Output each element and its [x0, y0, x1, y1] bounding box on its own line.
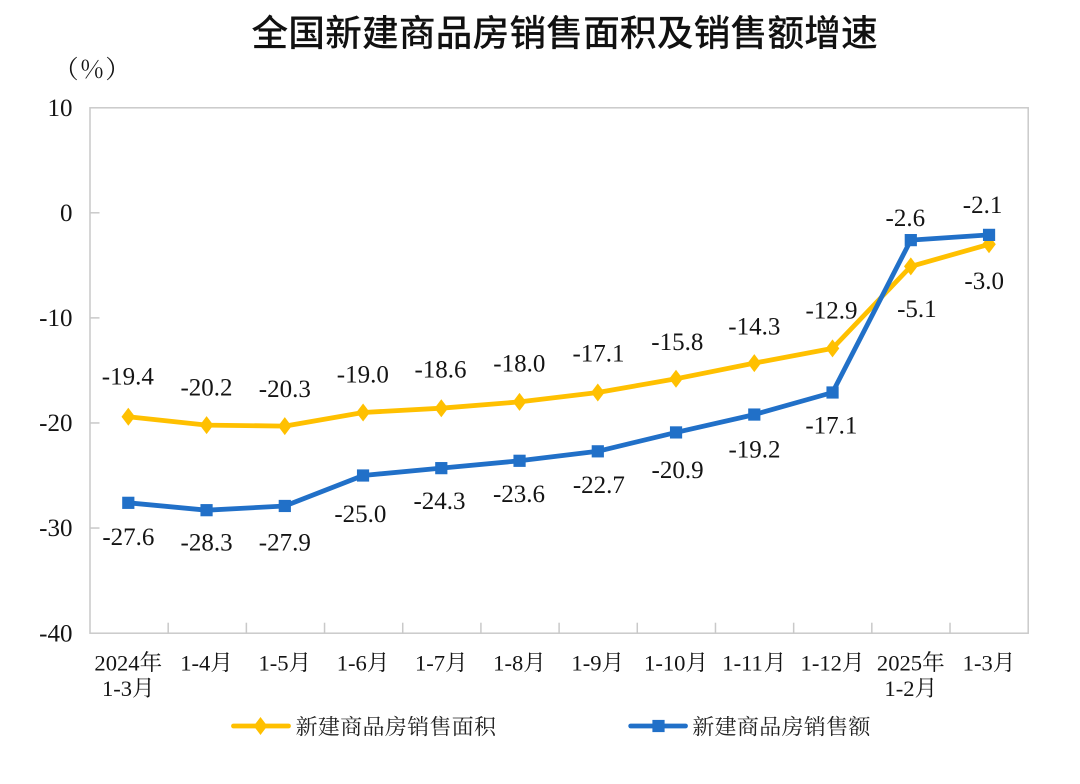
svg-text:-19.4: -19.4 [102, 364, 155, 391]
svg-text:1-3: 1-3 [963, 650, 993, 675]
svg-text:2024: 2024 [94, 650, 139, 675]
svg-text:-20.3: -20.3 [259, 376, 311, 403]
svg-text:1-4: 1-4 [180, 650, 210, 675]
svg-text:1-5: 1-5 [258, 650, 288, 675]
svg-text:-5.1: -5.1 [897, 296, 937, 323]
svg-text:-19.0: -19.0 [337, 362, 389, 389]
svg-text:-40: -40 [39, 620, 72, 647]
svg-text:-15.8: -15.8 [651, 329, 703, 356]
svg-text:1-3: 1-3 [102, 676, 132, 701]
svg-text:-2.6: -2.6 [886, 205, 926, 232]
svg-text:1-7: 1-7 [415, 650, 445, 675]
svg-text:1-9: 1-9 [571, 650, 601, 675]
svg-text:-17.1: -17.1 [572, 341, 624, 368]
svg-text:1-2: 1-2 [884, 676, 914, 701]
svg-text:1-10: 1-10 [644, 650, 685, 675]
svg-text:-14.3: -14.3 [728, 314, 780, 341]
svg-text:1-11: 1-11 [722, 650, 763, 675]
svg-text:-24.3: -24.3 [413, 488, 465, 515]
svg-text:1-12: 1-12 [801, 650, 842, 675]
svg-text:-10: -10 [39, 305, 72, 332]
svg-text:-20.9: -20.9 [652, 457, 704, 484]
svg-text:1-6: 1-6 [337, 650, 367, 675]
svg-text:10: 10 [48, 95, 73, 122]
svg-text:-2.1: -2.1 [963, 192, 1003, 219]
svg-text:1-8: 1-8 [493, 650, 523, 675]
svg-text:-17.1: -17.1 [805, 412, 857, 439]
svg-text:-18.6: -18.6 [414, 357, 466, 384]
svg-text:-23.6: -23.6 [493, 481, 545, 508]
svg-text:-19.2: -19.2 [728, 436, 780, 463]
svg-text:-20: -20 [39, 410, 72, 437]
svg-text:-22.7: -22.7 [573, 472, 625, 499]
svg-text:-27.6: -27.6 [102, 524, 154, 551]
svg-text:-27.9: -27.9 [259, 529, 311, 556]
svg-text:-3.0: -3.0 [964, 268, 1004, 295]
svg-text:-20.2: -20.2 [180, 375, 232, 402]
svg-text:-12.9: -12.9 [805, 297, 857, 324]
svg-text:2025: 2025 [877, 650, 922, 675]
svg-text:-25.0: -25.0 [334, 501, 386, 528]
svg-text:-28.3: -28.3 [181, 529, 233, 556]
svg-text:-18.0: -18.0 [493, 350, 545, 377]
svg-text:-30: -30 [39, 515, 72, 542]
svg-text:0: 0 [60, 200, 73, 227]
